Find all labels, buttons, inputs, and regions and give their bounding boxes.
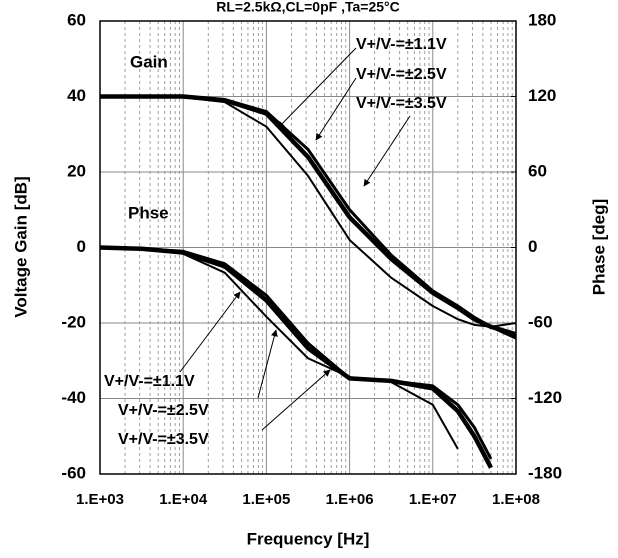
series-line [100, 95, 516, 340]
y2-axis-label: Phase [deg] [589, 199, 608, 295]
arrow [277, 47, 357, 129]
series-label: V+/V-=±2.5V [118, 402, 209, 419]
grid [99, 20, 517, 475]
x-tick-label: 1.E+03 [76, 491, 124, 508]
y2-tick-label: -120 [528, 388, 562, 407]
y2-tick-label: 0 [528, 237, 537, 256]
y2-tick-label: -60 [528, 312, 553, 331]
y-tick-label: 20 [67, 161, 86, 180]
annotation: Gain [130, 52, 168, 71]
series-line [100, 246, 493, 460]
y-tick-label: -40 [61, 388, 86, 407]
y2-tick-label: 120 [528, 86, 556, 105]
series-label: V+/V-=±1.1V [356, 36, 447, 53]
chart-title: RL=2.5kΩ,CL=0pF ,Ta=25°C [216, 0, 399, 15]
y2-tick-label: -180 [528, 463, 562, 482]
curves [100, 94, 516, 469]
arrow [261, 369, 331, 431]
series-label: V+/V-=±3.5V [118, 431, 209, 448]
x-tick-label: 1.E+04 [159, 491, 208, 508]
arrow [315, 77, 357, 141]
y-tick-label: -60 [61, 463, 86, 482]
x-tick-label: 1.E+06 [326, 491, 374, 508]
arrow [179, 291, 241, 373]
x-tick-label: 1.E+05 [242, 491, 290, 508]
x-axis-label: Frequency [Hz] [247, 529, 370, 548]
series-label: V+/V-=±1.1V [104, 373, 195, 390]
annotation: Phse [128, 203, 169, 222]
x-tick-label: 1.E+08 [492, 491, 540, 508]
y-tick-label: 40 [67, 86, 86, 105]
series-label: V+/V-=±3.5V [356, 95, 447, 112]
y-tick-label: -20 [61, 312, 86, 331]
series-label: V+/V-=±2.5V [356, 66, 447, 83]
x-tick-label: 1.E+07 [409, 491, 457, 508]
y-tick-label: 0 [77, 237, 86, 256]
y2-tick-label: 60 [528, 161, 547, 180]
arrow [257, 329, 278, 399]
y-tick-label: 60 [67, 10, 86, 29]
y2-tick-label: 180 [528, 10, 556, 29]
arrows [179, 47, 411, 431]
series-labels: V+/V-=±1.1V V+/V-=±2.5V V+/V-=±3.5V V+/V… [104, 36, 447, 448]
y-axis-label: Voltage Gain [dB] [11, 176, 30, 317]
arrow [363, 115, 411, 187]
